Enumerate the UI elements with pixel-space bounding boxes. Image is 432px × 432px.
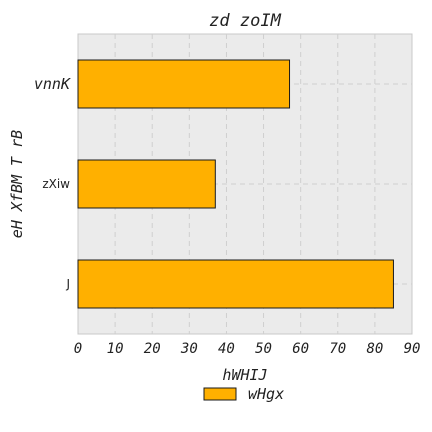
x-tick-label: 40 [218,341,235,357]
bar-vnnK [77,59,291,109]
y-tick-label: vnnK [34,75,71,93]
x-tick-label: 90 [404,341,421,357]
y-tick-labels: vnnK zXiw J [34,75,71,291]
bar-zXiw [77,159,216,209]
x-tick-label: 10 [107,341,124,357]
x-tick-label: 80 [366,341,383,357]
x-tick-label: 30 [180,341,198,357]
x-tick-label: 70 [329,341,346,357]
bar-J [77,259,394,309]
legend: wHgx [203,385,284,403]
x-tick-label: 20 [144,341,161,357]
x-tick-label: 0 [74,341,82,357]
y-axis-label: eH XfBM T rB [8,130,26,238]
x-axis-label: hWHIJ [222,366,267,384]
legend-label: wHgx [248,385,284,403]
y-tick-label: zXiw [42,177,70,191]
bars [77,59,394,309]
x-tick-labels: 0 10 20 30 40 50 60 70 80 90 [74,341,421,357]
x-tick-label: 50 [255,341,272,357]
y-tick-label: J [65,277,70,291]
chart-title: zd zoIM [209,11,281,31]
x-tick-label: 60 [292,341,309,357]
legend-swatch [203,387,237,401]
